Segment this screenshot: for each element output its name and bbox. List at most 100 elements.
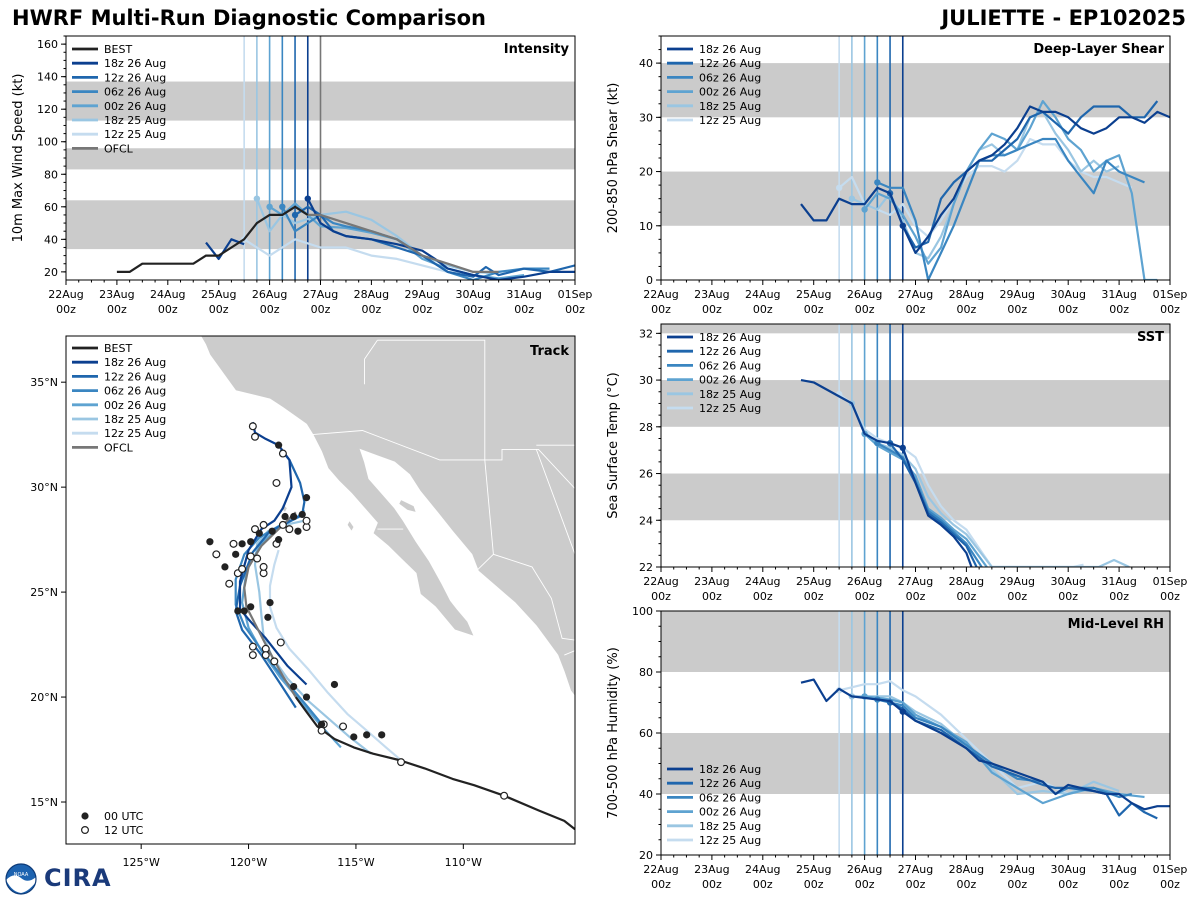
intensity-ytick-label: 80 <box>44 168 58 181</box>
marker-12utc <box>270 657 279 666</box>
intensity-xtick-label: 22Aug <box>48 288 83 301</box>
marker-12utc <box>397 758 406 767</box>
track-legend-label: 06z 26 Aug <box>104 385 166 398</box>
track-series-BEST <box>294 696 575 831</box>
shear-legend-label: 18z 26 Aug <box>699 43 761 56</box>
intensity-legend-label: 12z 25 Aug <box>104 128 166 141</box>
marker-12utc <box>259 562 268 571</box>
marker-12utc <box>285 525 294 534</box>
storm-title: JULIETTE - EP102025 <box>941 6 1186 30</box>
intensity-xtick-label: 01Sep <box>558 288 593 301</box>
shear-ytick-label: 40 <box>639 57 653 70</box>
sst-xtick-label: 31Aug <box>1101 575 1136 588</box>
track-ytick-label: 30°N <box>30 481 58 494</box>
sst-xtick-label: 24Aug <box>745 575 780 588</box>
shear-xtick-label: 31Aug <box>1101 288 1136 301</box>
shear-xtick-label: 30Aug <box>1050 288 1085 301</box>
rh-ytick-label: 20 <box>639 849 653 862</box>
rh-xtick-label: 00z <box>855 878 875 891</box>
rh-xtick-label: 26Aug <box>847 863 882 876</box>
intensity-series-18z-26-Aug <box>306 198 575 280</box>
shear-xtick-label: 00z <box>753 303 773 316</box>
marker-00utc <box>266 598 274 607</box>
shear-xtick-label: 00z <box>804 303 824 316</box>
marker-00utc <box>290 682 298 691</box>
shear-series-group <box>800 99 1170 280</box>
noaa-logo-text: NOAA <box>14 872 29 878</box>
shear-ytick-label: 20 <box>639 166 653 179</box>
rh-xtick-label: 00z <box>1109 878 1129 891</box>
intensity-xtick-label: 00z <box>260 303 280 316</box>
island-2 <box>398 499 417 513</box>
shear-xtick-label: 01Sep <box>1153 288 1188 301</box>
marker-00utc <box>275 441 283 449</box>
shear-xtick-label: 00z <box>957 303 977 316</box>
legend-12utc-marker <box>80 825 89 834</box>
intensity-xtick-label: 00z <box>412 303 432 316</box>
marker-00utc <box>302 494 311 502</box>
intensity-ytick-label: 40 <box>44 233 58 246</box>
marker-00utc <box>247 603 255 611</box>
sst-ytick-label: 30 <box>639 374 653 387</box>
intensity-xtick-label: 30Aug <box>455 288 490 301</box>
shear-xtick-label: 00z <box>651 303 671 316</box>
intensity-legend-label: 00z 26 Aug <box>104 100 166 113</box>
shear-xtick-label: 29Aug <box>1000 288 1035 301</box>
track-ytick-label: 25°N <box>30 586 58 599</box>
shear-title: Deep-Layer Shear <box>1033 42 1164 57</box>
marker-12utc <box>246 552 255 561</box>
marker-12utc <box>253 554 262 563</box>
marker-00utc <box>234 607 242 615</box>
shear-legend-label: 18z 25 Aug <box>699 100 761 113</box>
intensity-legend-label: 06z 26 Aug <box>104 86 166 99</box>
sst-xtick-label: 00z <box>651 590 671 603</box>
marker-12utc <box>250 525 259 534</box>
marker-12utc <box>229 539 238 548</box>
intensity-legend-label: BEST <box>104 43 132 56</box>
rh-title: Mid-Level RH <box>1068 617 1164 632</box>
intensity-xtick-label: 00z <box>311 303 331 316</box>
rh-legend-label: 12z 26 Aug <box>699 777 761 790</box>
rh-xtick-label: 31Aug <box>1101 863 1136 876</box>
intensity-xtick-label: 23Aug <box>99 288 134 301</box>
intensity-ytick-label: 20 <box>44 266 58 279</box>
sst-xtick-label: 30Aug <box>1050 575 1085 588</box>
marker-00utc <box>240 607 248 615</box>
sst-series-group <box>800 379 1130 567</box>
shear-xtick-label: 00z <box>855 303 875 316</box>
intensity-xtick-label: 00z <box>362 303 382 316</box>
sst-series-00z-26-Aug <box>863 432 988 567</box>
track-ytick-label: 35°N <box>30 376 58 389</box>
rh-xtick-label: 00z <box>957 878 977 891</box>
border-line-1 <box>364 339 378 385</box>
track-legend-label: 18z 26 Aug <box>104 356 166 369</box>
intensity-legend-label: 18z 26 Aug <box>104 57 166 70</box>
noaa-logo-icon: NOAA <box>5 863 37 895</box>
rh-ytick-label: 100 <box>632 605 653 618</box>
track-xtick-label: 115°W <box>337 856 374 869</box>
track-legend-label: OFCL <box>104 441 134 454</box>
border-line-0 <box>310 430 575 490</box>
marker-12utc <box>500 791 509 800</box>
marker-12utc <box>248 642 257 651</box>
intensity-chart: 20 40 60 80 100 120 140 160 22Aug 00z 23Aug 00z 24Au… <box>11 35 593 316</box>
shear-xtick-label: 00z <box>1007 303 1027 316</box>
rh-xtick-label: 28Aug <box>949 863 984 876</box>
sst-chart: 22 24 26 28 30 32 22Aug 00z 23Aug 00z 24Aug 00z 25Au… <box>606 323 1187 603</box>
shear-legend-label: 12z 25 Aug <box>699 114 761 127</box>
shear-init-point-06z-26-Aug <box>874 179 881 186</box>
shear-legend-label: 12z 26 Aug <box>699 57 761 70</box>
marker-12utc <box>238 565 247 574</box>
legend-00utc-label: 00 UTC <box>104 810 144 823</box>
rh-init-point-18z-26-Aug <box>899 708 906 715</box>
sst-xtick-label: 28Aug <box>949 575 984 588</box>
track-legend-label: 12z 25 Aug <box>104 427 166 440</box>
sst-legend-label: 06z 26 Aug <box>699 359 761 372</box>
track-chart: 125°W 120°W 115°W 110°W 15°N 20°N 25°N 30°N 35°N… <box>30 335 576 869</box>
shear-ytick-label: 0 <box>646 274 653 287</box>
shear-xtick-label: 00z <box>1109 303 1129 316</box>
cira-logo: NOAA CIRA <box>4 862 114 898</box>
rh-legend-label: 18z 25 Aug <box>699 820 761 833</box>
shear-series-06z-26-Aug <box>876 137 1145 280</box>
